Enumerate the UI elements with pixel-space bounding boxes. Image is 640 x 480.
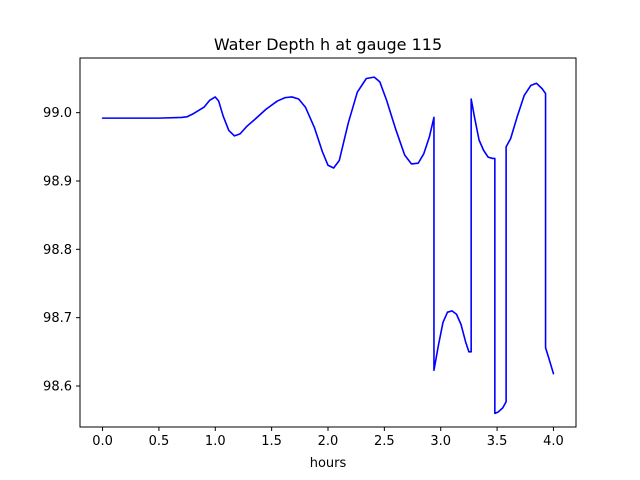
chart-title: Water Depth h at gauge 115	[214, 35, 442, 54]
series-layer	[101, 76, 555, 415]
y-tick-label: 98.6	[43, 380, 72, 395]
x-tick-label: 2.0	[318, 434, 339, 449]
x-tick-label: 0.0	[92, 434, 113, 449]
x-tick-label: 3.0	[430, 434, 451, 449]
y-tick-label: 99.0	[43, 106, 72, 121]
x-tick-label: 1.5	[261, 434, 282, 449]
x-tick-label: 3.5	[487, 434, 508, 449]
y-axis: 98.6 98.7 98.8 98.9 99.0	[43, 106, 80, 395]
x-axis: 0.0 0.5 1.0 1.5 2.0 2.5 3.0 3.5 4.0	[92, 427, 564, 449]
y-tick-label: 98.9	[43, 175, 72, 190]
x-tick-label: 0.5	[149, 434, 170, 449]
x-tick-label: 4.0	[543, 434, 564, 449]
x-tick-label: 2.5	[374, 434, 395, 449]
series-line-water-depth	[101, 76, 555, 415]
x-tick-label: 1.0	[205, 434, 226, 449]
x-axis-label: hours	[310, 456, 347, 471]
y-tick-label: 98.8	[43, 243, 72, 258]
y-tick-label: 98.7	[43, 311, 72, 326]
